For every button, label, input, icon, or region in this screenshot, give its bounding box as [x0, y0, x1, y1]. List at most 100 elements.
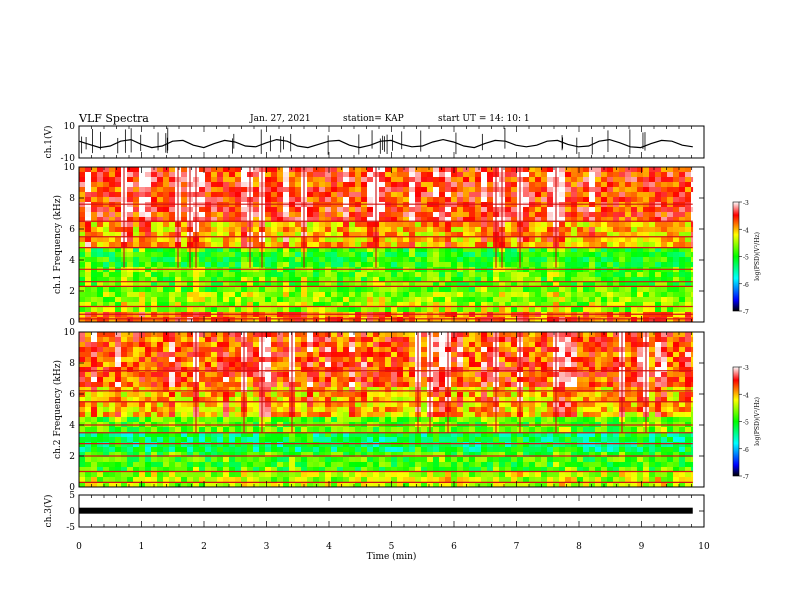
spectrogram-cell	[343, 302, 350, 308]
spectrogram-cell	[217, 257, 224, 263]
spectrogram-cell	[229, 237, 236, 243]
spectrogram-cell	[511, 342, 518, 348]
spectrogram-cell	[109, 197, 116, 203]
spectrogram-cell	[559, 367, 566, 373]
spectrogram-cell	[571, 367, 578, 373]
spectrogram-cell	[247, 342, 254, 348]
spectrogram-cell	[283, 197, 290, 203]
spectrogram-cell	[133, 417, 140, 423]
spectrogram-cell	[367, 387, 374, 393]
spectrogram-cell	[379, 412, 386, 418]
spectrogram-cell	[139, 362, 146, 368]
spectrogram-cell	[103, 387, 110, 393]
spectrogram-cell	[379, 272, 386, 278]
spectrogram-cell	[211, 262, 218, 268]
spectrogram-cell	[229, 412, 236, 418]
spectrogram-cell	[475, 172, 482, 178]
spectrogram-cell	[397, 262, 404, 268]
spectrogram-cell	[487, 227, 494, 233]
spectrogram-cell	[175, 282, 182, 288]
spectrogram-cell	[391, 257, 398, 263]
spectrogram-cell	[559, 347, 566, 353]
spectrogram-cell	[409, 232, 416, 238]
spectrogram-cell	[451, 392, 458, 398]
spectrogram-cell	[559, 257, 566, 263]
spectrogram-cell	[127, 357, 134, 363]
spectrogram-cell	[577, 297, 584, 303]
spectrogram-cell	[445, 317, 452, 323]
spectrogram-cell	[169, 412, 176, 418]
spectrogram-cell	[355, 362, 362, 368]
spectrogram-cell	[325, 287, 332, 293]
spectrogram-cell	[541, 392, 548, 398]
spectrogram-cell	[481, 352, 488, 358]
spectrogram-cell	[163, 417, 170, 423]
spectrogram-cell	[241, 272, 248, 278]
spectrogram-cell	[295, 387, 302, 393]
spectrogram-cell	[325, 342, 332, 348]
spectrogram-cell	[607, 227, 614, 233]
spectrogram-cell	[463, 272, 470, 278]
spectrogram-cell	[253, 222, 260, 228]
spectrogram-cell	[661, 227, 668, 233]
spectrogram-cell	[151, 197, 158, 203]
spectrogram-cell	[523, 257, 530, 263]
spectrogram-cell	[691, 317, 694, 323]
spectrogram-cell	[313, 412, 320, 418]
spectrogram-cell	[163, 247, 170, 253]
spectrogram-cell	[379, 237, 386, 243]
spectrogram-cell	[541, 402, 548, 408]
spectrogram-cell	[529, 307, 536, 313]
spectrogram-cell	[427, 237, 434, 243]
spectrogram-cell	[85, 182, 92, 188]
spectrogram-cell	[403, 317, 410, 323]
spectrogram-cell	[283, 357, 290, 363]
spectrogram-cell	[535, 302, 542, 308]
spectrogram-cell	[667, 377, 674, 383]
spectrogram-cell	[547, 287, 554, 293]
spectrogram-cell	[589, 407, 596, 413]
spectrogram-cell	[235, 337, 242, 343]
spectrogram-cell	[367, 222, 374, 228]
spectrogram-cell	[685, 342, 692, 348]
spectrogram-cell	[457, 387, 464, 393]
spectrogram-cell	[79, 242, 86, 248]
spectrogram-cell	[319, 297, 326, 303]
spectrogram-cell	[223, 367, 230, 373]
spectrogram-cell	[433, 357, 440, 363]
spectrogram-cell	[319, 172, 326, 178]
spectrogram-cell	[439, 272, 446, 278]
spectrogram-cell	[379, 192, 386, 198]
spectrogram-cell	[409, 397, 416, 403]
spectrogram-cell	[349, 342, 356, 348]
spectrogram-cell	[319, 187, 326, 193]
spectrogram-cell	[85, 177, 92, 183]
spectrogram-cell	[319, 242, 326, 248]
spectrogram-cell	[241, 297, 248, 303]
spectrogram-cell	[637, 342, 644, 348]
spectrogram-cell	[541, 257, 548, 263]
spectrogram-cell	[427, 297, 434, 303]
spectrogram-cell	[691, 197, 694, 203]
spectrogram-cell	[451, 387, 458, 393]
spectrogram-cell	[529, 237, 536, 243]
spectrogram-cell	[685, 232, 692, 238]
spectrogram-cell	[571, 187, 578, 193]
spectrogram-cell	[397, 177, 404, 183]
spectrogram-cell	[415, 297, 422, 303]
spectrogram-cell	[97, 212, 104, 218]
spectrogram-cell	[427, 197, 434, 203]
spectrogram-cell	[85, 417, 92, 423]
spectrogram-cell	[229, 367, 236, 373]
spectrogram-cell	[577, 387, 584, 393]
spectrogram-cell	[559, 287, 566, 293]
spectrogram-cell	[121, 302, 128, 308]
spectrogram-cell	[439, 377, 446, 383]
spectrogram-cell	[169, 397, 176, 403]
spectrogram-cell	[577, 242, 584, 248]
spectrogram-cell	[607, 262, 614, 268]
spectrogram-cell	[685, 317, 692, 323]
spectrogram-cell	[655, 187, 662, 193]
spectrogram-cell	[583, 242, 590, 248]
spectrogram-cell	[247, 282, 254, 288]
